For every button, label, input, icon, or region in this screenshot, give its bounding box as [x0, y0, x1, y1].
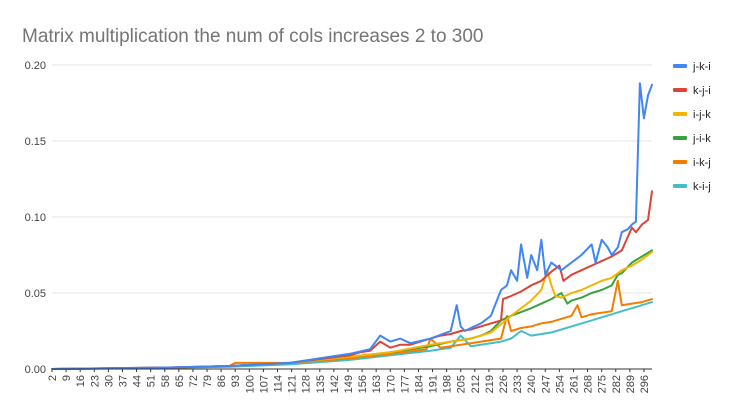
x-tick-label: 72	[188, 375, 200, 387]
x-tick-label: 30	[103, 375, 115, 387]
x-tick-label: 9	[61, 375, 73, 381]
x-tick-label: 79	[202, 375, 214, 387]
y-tick-label: 0.00	[25, 364, 46, 376]
x-tick-label: 191	[428, 375, 440, 393]
x-tick-label: 107	[258, 375, 270, 393]
legend-swatch-k-i-j	[673, 184, 687, 188]
x-tick-label: 268	[583, 375, 595, 393]
series-line-j-i-k	[51, 249, 653, 370]
x-tick-label: 100	[244, 375, 256, 393]
x-tick-label: 23	[89, 375, 101, 387]
x-tick-label: 142	[329, 375, 341, 393]
series-layer	[51, 82, 653, 370]
x-tick-label: 65	[174, 375, 186, 387]
x-tick-label: 205	[456, 375, 468, 393]
x-axis-ticks: 2 9 16 23 30 37 44 51 58 65 72 79 86 93 100 107 114 121 12…	[47, 369, 651, 393]
x-tick-label: 170	[385, 375, 397, 393]
x-tick-label: 177	[399, 375, 411, 393]
legend-swatch-j-k-i	[673, 64, 687, 68]
x-tick-label: 2	[47, 375, 59, 381]
legend-swatch-i-k-j	[673, 160, 687, 164]
x-tick-label: 198	[442, 375, 454, 393]
x-tick-label: 233	[512, 375, 524, 393]
x-tick-label: 240	[526, 375, 538, 393]
y-axis-ticks: 0.00 0.05 0.10 0.15 0.20	[25, 60, 46, 376]
chart-title: Matrix multiplication the num of cols in…	[22, 26, 484, 47]
grid-layer	[52, 64, 652, 294]
legend-label-k-j-i: k-j-i	[693, 85, 711, 97]
x-tick-label: 212	[470, 375, 482, 393]
x-tick-label: 51	[146, 375, 158, 387]
legend-swatch-k-j-i	[673, 88, 687, 92]
x-tick-label: 275	[597, 375, 609, 393]
x-tick-label: 156	[357, 375, 369, 393]
legend: j-k-i k-j-i i-j-k j-i-k i-k-j k-i-j	[673, 61, 711, 193]
x-tick-label: 37	[117, 375, 129, 387]
x-tick-label: 44	[132, 375, 144, 387]
y-tick-label: 0.05	[25, 288, 46, 300]
legend-label-j-k-i: j-k-i	[692, 61, 711, 73]
x-tick-label: 254	[554, 375, 566, 393]
x-tick-label: 114	[273, 375, 285, 393]
x-tick-label: 184	[413, 375, 425, 393]
series-line-k-i-j	[51, 301, 653, 370]
x-tick-label: 121	[287, 375, 299, 393]
legend-label-k-i-j: k-i-j	[693, 181, 711, 193]
series-line-k-j-i	[51, 190, 653, 370]
x-tick-label: 296	[639, 375, 651, 393]
legend-swatch-i-j-k	[673, 112, 687, 116]
y-tick-label: 0.15	[25, 136, 46, 148]
x-tick-label: 149	[343, 375, 355, 393]
x-tick-label: 226	[498, 375, 510, 393]
x-tick-label: 16	[75, 375, 87, 387]
legend-swatch-j-i-k	[673, 136, 687, 140]
y-tick-label: 0.10	[25, 212, 46, 224]
y-tick-label: 0.20	[25, 60, 46, 72]
x-tick-label: 135	[315, 375, 327, 393]
x-tick-label: 261	[568, 375, 580, 393]
legend-label-i-j-k: i-j-k	[693, 109, 711, 121]
x-tick-label: 58	[160, 375, 172, 387]
x-tick-label: 128	[301, 375, 313, 393]
x-tick-label: 219	[484, 375, 496, 393]
legend-label-i-k-j: i-k-j	[693, 157, 711, 169]
x-tick-label: 289	[625, 375, 637, 393]
x-tick-label: 86	[216, 375, 228, 387]
x-tick-label: 163	[371, 375, 383, 393]
x-tick-label: 282	[611, 375, 623, 393]
series-line-j-k-i	[51, 82, 653, 370]
x-tick-label: 93	[230, 375, 242, 387]
x-tick-label: 247	[540, 375, 552, 393]
legend-label-j-i-k: j-i-k	[692, 133, 711, 145]
